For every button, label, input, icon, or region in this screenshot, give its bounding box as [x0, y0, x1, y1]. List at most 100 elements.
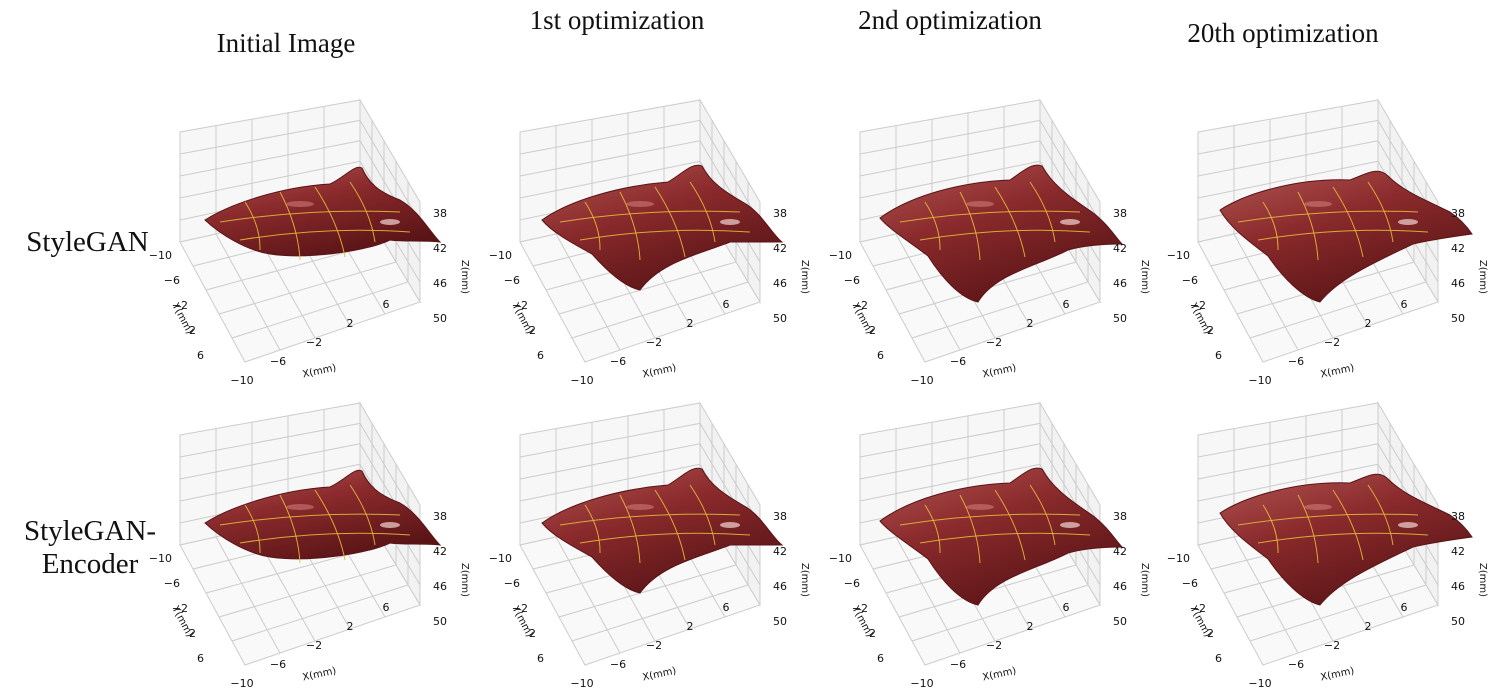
y-tick-label: 6: [537, 349, 544, 362]
x-tick-label: −6: [950, 658, 966, 671]
y-tick-label: −2: [512, 602, 528, 615]
z-tick-label: 46: [1113, 277, 1127, 290]
x-tick-label: −10: [230, 677, 253, 690]
x-tick-label: −10: [910, 677, 933, 690]
x-tick-label: −2: [646, 336, 662, 349]
plot-panel: 38 42 46 50 Z(mm) −10 −6 −2 2 6 Y(mm) −10 −6 −2 2 6 X(mm…: [489, 395, 820, 695]
x-tick-label: 2: [347, 317, 354, 330]
liver-surface: [204, 469, 442, 564]
x-tick-label: −2: [306, 639, 322, 652]
row-label-stylegan-encoder: StyleGAN-Encoder: [0, 515, 180, 581]
z-tick-label: 50: [433, 615, 447, 628]
x-tick-label: −6: [270, 355, 286, 368]
axis-ticks: 38424650Z(mm)−10−6−226Y(mm)−10−6−226X(mm…: [1167, 510, 1488, 690]
column-title-text: Initial Image: [216, 28, 356, 58]
z-axis-label: Z(mm): [1139, 563, 1150, 597]
z-tick-label: 46: [1451, 580, 1465, 593]
x-axis-label: X(mm): [642, 363, 678, 381]
y-tick-label: 2: [529, 324, 536, 337]
z-axis-label: Z(mm): [459, 260, 470, 294]
z-axis-label: Z(mm): [459, 563, 470, 597]
column-title-2nd: 2nd optimization: [830, 5, 1070, 36]
y-axis-label: Y(mm): [169, 604, 195, 640]
plot-svg: 38424650Z(mm)−10−6−226Y(mm)−10−6−226X(mm…: [149, 98, 470, 387]
y-tick-label: −10: [1167, 552, 1190, 565]
column-title-1st: 1st optimization: [497, 5, 737, 36]
z-tick-label: 50: [1451, 312, 1465, 325]
plot-panel: 38 42 46 50 Z(mm) −10 −6 −2 2 6 Y(mm) −10 −6 −2 2 6 X(mm…: [149, 395, 480, 695]
z-axis-label: Z(mm): [799, 563, 810, 597]
y-tick-label: 2: [529, 627, 536, 640]
z-tick-label: 38: [1113, 510, 1127, 523]
y-tick-label: 2: [189, 324, 196, 337]
z-tick-label: 46: [433, 580, 447, 593]
y-tick-label: −6: [504, 274, 520, 287]
z-tick-label: 38: [773, 510, 787, 523]
x-tick-label: 2: [687, 317, 694, 330]
plot-svg: 38424650Z(mm)−10−6−226Y(mm)−10−6−226X(mm…: [1167, 401, 1488, 690]
x-tick-label: −10: [570, 677, 593, 690]
y-tick-label: −10: [829, 249, 852, 262]
z-tick-label: 46: [773, 580, 787, 593]
z-axis-label: Z(mm): [1477, 563, 1488, 597]
x-tick-label: −2: [1324, 336, 1340, 349]
plot-svg: 38424650Z(mm)−10−6−226Y(mm)−10−6−226X(mm…: [1167, 98, 1488, 387]
z-tick-label: 42: [433, 242, 447, 255]
y-tick-label: 2: [1207, 324, 1214, 337]
x-tick-label: 2: [1027, 620, 1034, 633]
x-tick-label: −2: [986, 639, 1002, 652]
y-axis-label: Y(mm): [509, 301, 535, 337]
y-tick-label: −10: [149, 249, 172, 262]
y-tick-label: 2: [1207, 627, 1214, 640]
row-label-text: StyleGAN: [26, 226, 149, 258]
z-tick-label: 38: [1451, 510, 1465, 523]
x-tick-label: 6: [383, 601, 390, 614]
z-tick-label: 50: [773, 312, 787, 325]
y-tick-label: 6: [1215, 349, 1222, 362]
y-tick-label: 2: [869, 324, 876, 337]
x-tick-label: −2: [306, 336, 322, 349]
plot-panel: 38 42 46 50 Z(mm) −10 −6 −2 2 6 Y(mm) −10 −6 −2 2 6 X(mm…: [1167, 92, 1498, 392]
y-tick-label: −2: [852, 602, 868, 615]
x-tick-label: 6: [1401, 601, 1408, 614]
z-axis-label: Z(mm): [1139, 260, 1150, 294]
z-tick-label: 38: [1113, 207, 1127, 220]
liver-surface: [1219, 170, 1473, 303]
y-tick-label: −6: [844, 274, 860, 287]
plot-svg: 38424650Z(mm)−10−6−226Y(mm)−10−6−226X(mm…: [829, 401, 1150, 690]
x-tick-label: −6: [610, 658, 626, 671]
y-tick-label: −2: [512, 299, 528, 312]
column-title-20th: 20th optimization: [1163, 18, 1403, 49]
plot-svg: 38424650Z(mm)−10−6−226Y(mm)−10−6−226X(mm…: [149, 401, 470, 690]
liver-surface: [541, 164, 784, 291]
y-tick-label: −10: [829, 552, 852, 565]
z-tick-label: 38: [433, 207, 447, 220]
z-tick-label: 50: [1113, 615, 1127, 628]
axis-ticks: 38424650Z(mm)−10−6−226Y(mm)−10−6−226X(mm…: [829, 207, 1150, 387]
x-tick-label: 2: [347, 620, 354, 633]
y-axis-label: Y(mm): [509, 604, 535, 640]
x-tick-label: −10: [570, 374, 593, 387]
x-tick-label: −2: [646, 639, 662, 652]
y-tick-label: −6: [504, 577, 520, 590]
z-tick-label: 50: [1451, 615, 1465, 628]
y-tick-label: 6: [197, 349, 204, 362]
x-tick-label: 6: [1063, 601, 1070, 614]
y-tick-label: −6: [1182, 274, 1198, 287]
liver-surface: [879, 164, 1124, 303]
y-tick-label: −6: [164, 274, 180, 287]
y-tick-label: −10: [489, 552, 512, 565]
z-tick-label: 46: [773, 277, 787, 290]
liver-surface: [879, 467, 1124, 606]
x-tick-label: −10: [1248, 677, 1271, 690]
z-tick-label: 42: [433, 545, 447, 558]
y-tick-label: 6: [1215, 652, 1222, 665]
x-tick-label: −10: [230, 374, 253, 387]
x-tick-label: 2: [1365, 317, 1372, 330]
x-tick-label: −6: [270, 658, 286, 671]
y-tick-label: −6: [1182, 577, 1198, 590]
plot-panel: 38 42 46 50 Z(mm) −10 −6 −2 2 6 Y(mm) −10 −6 −2 2 6 X(mm…: [149, 92, 480, 392]
z-tick-label: 42: [773, 242, 787, 255]
y-tick-label: −2: [172, 299, 188, 312]
plot-svg: 38424650Z(mm)−10−6−226Y(mm)−10−6−226X(mm…: [489, 401, 810, 690]
